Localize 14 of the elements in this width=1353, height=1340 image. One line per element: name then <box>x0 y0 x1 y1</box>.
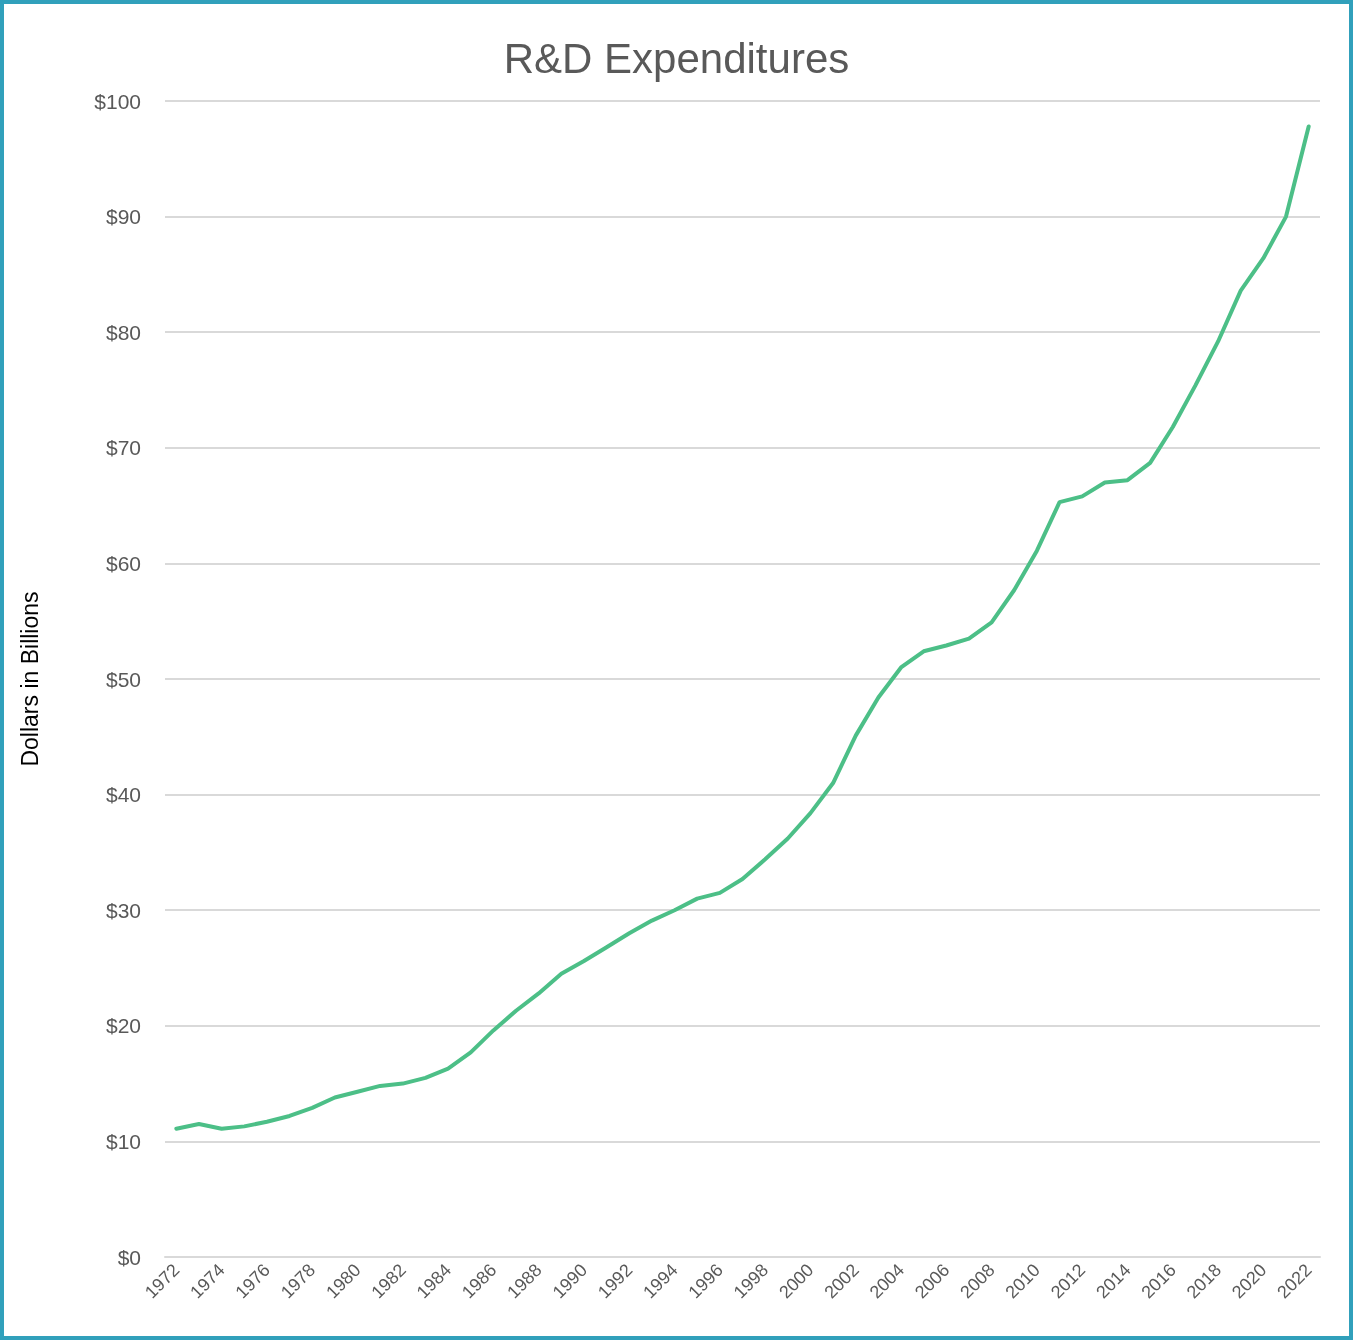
y-tick-label: $40 <box>105 783 141 807</box>
y-axis-title: Dollars in Billions <box>16 591 43 767</box>
y-tick-label: $10 <box>105 1129 141 1153</box>
y-tick-label: $60 <box>105 551 141 575</box>
y-tick-label: $100 <box>94 89 141 113</box>
y-tick-label: $50 <box>105 667 141 691</box>
line-series <box>174 124 1311 1131</box>
y-tick-label: $90 <box>105 205 141 229</box>
y-tick-label: $80 <box>105 320 141 344</box>
y-tick-label: $30 <box>105 898 141 922</box>
y-tick-label: $0 <box>117 1245 141 1269</box>
chart-title: R&D Expenditures <box>503 34 850 82</box>
y-tick-label: $20 <box>105 1014 141 1038</box>
y-tick-label: $70 <box>105 436 141 460</box>
